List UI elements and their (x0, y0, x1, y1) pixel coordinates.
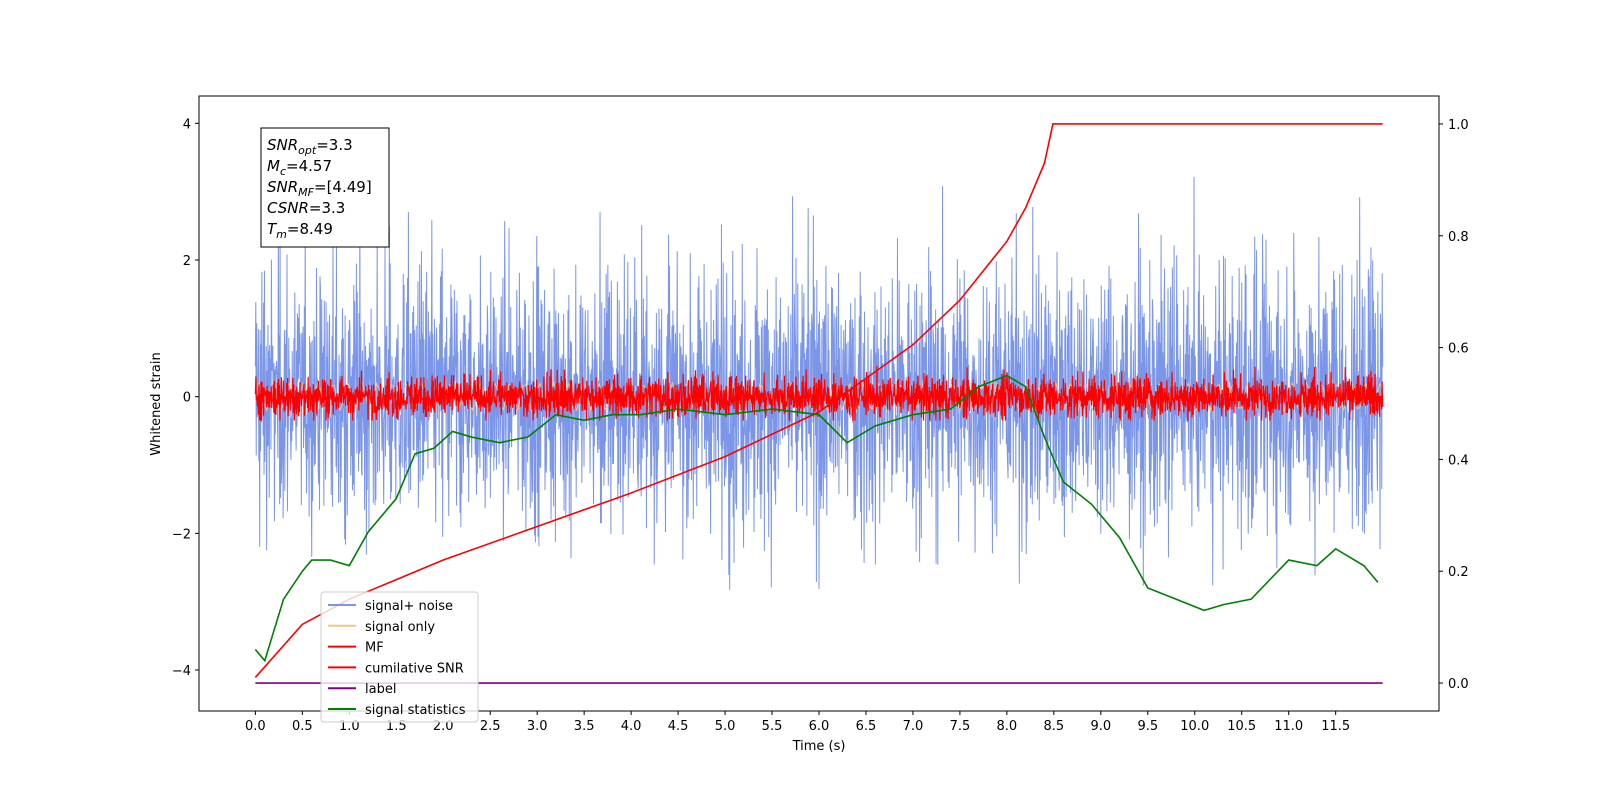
x-tick-label: 6.5 (856, 719, 877, 734)
x-tick-label: 9.0 (1090, 719, 1111, 734)
x-tick-label: 2.0 (433, 719, 454, 734)
y-axis-label: Whitened strain (149, 352, 164, 455)
info-box-line: SNRMF=[4.49] (267, 178, 372, 199)
legend-label: cumilative SNR (365, 661, 464, 676)
x-tick-label: 1.5 (386, 719, 407, 734)
x-tick-label: 2.5 (480, 719, 501, 734)
series-mf (254, 365, 1384, 421)
y-tick-label: 2 (183, 254, 191, 269)
x-tick-label: 8.0 (997, 719, 1018, 734)
series-signal-noise (254, 176, 1384, 590)
x-tick-label: 11.0 (1274, 719, 1303, 734)
x-tick-label: 0.5 (292, 719, 313, 734)
info-box-line: SNRopt=3.3 (267, 136, 353, 157)
info-box-line: Mc=4.57 (267, 157, 332, 178)
info-box-frame (260, 127, 390, 248)
x-tick-label: 7.5 (950, 719, 971, 734)
axes-layer: 0.0 0.5 1.0 1.5 2.0 2.5 3.0 3.5 4.0 4.5 5.0 5.5 6.0 6… (172, 117, 1469, 734)
x-tick-label: 9.5 (1137, 719, 1158, 734)
x-tick-label: 5.0 (715, 719, 736, 734)
y-tick-label: 4 (183, 117, 191, 132)
x-tick-label: 4.0 (621, 719, 642, 734)
x-tick-label: 8.5 (1044, 719, 1065, 734)
y2-tick-label: 0.4 (1448, 453, 1469, 468)
legend-label: label (365, 682, 396, 697)
y2-tick-label: 0.0 (1448, 677, 1469, 692)
y-tick-label: −2 (172, 527, 191, 542)
x-tick-label: 5.5 (762, 719, 783, 734)
info-box-line: Tm=8.49 (267, 220, 333, 241)
series-cumulative-snr (254, 123, 1383, 678)
y2-tick-label: 0.8 (1448, 230, 1469, 245)
x-tick-label: 4.5 (668, 719, 689, 734)
x-tick-label: 11.5 (1321, 719, 1350, 734)
x-tick-label: 0.0 (245, 719, 266, 734)
legend-label: signal statistics (365, 703, 466, 718)
y-tick-label: −4 (172, 664, 191, 679)
legend-label: signal only (365, 620, 435, 635)
x-tick-label: 7.0 (903, 719, 924, 734)
series-signal-statistics (254, 374, 1379, 663)
y2-tick-label: 1.0 (1448, 118, 1469, 133)
x-tick-label: 3.5 (574, 719, 595, 734)
x-tick-label: 1.0 (339, 719, 360, 734)
x-tick-label: 6.0 (809, 719, 830, 734)
legend-label: signal+ noise (365, 599, 453, 614)
legend-label: MF (365, 641, 384, 656)
y2-tick-label: 0.2 (1448, 565, 1469, 580)
x-axis-label: Time (s) (792, 739, 846, 754)
y2-tick-label: 0.6 (1448, 342, 1469, 357)
info-box-line: CSNR=3.3 (267, 199, 345, 217)
y-tick-label: 0 (183, 391, 191, 406)
x-tick-label: 10.5 (1227, 719, 1256, 734)
x-tick-label: 10.0 (1180, 719, 1209, 734)
legend: signal+ noise signal only MF cumilative SNR… (320, 591, 479, 723)
legend-frame (320, 591, 479, 723)
x-tick-label: 3.0 (527, 719, 548, 734)
